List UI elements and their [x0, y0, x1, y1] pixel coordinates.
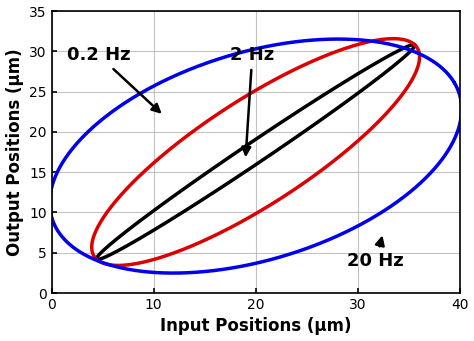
- Text: 0.2 Hz: 0.2 Hz: [67, 46, 160, 112]
- Text: 2 Hz: 2 Hz: [230, 46, 274, 154]
- X-axis label: Input Positions (μm): Input Positions (μm): [160, 317, 351, 336]
- Text: 20 Hz: 20 Hz: [347, 238, 404, 270]
- Y-axis label: Output Positions (μm): Output Positions (μm): [6, 48, 24, 256]
